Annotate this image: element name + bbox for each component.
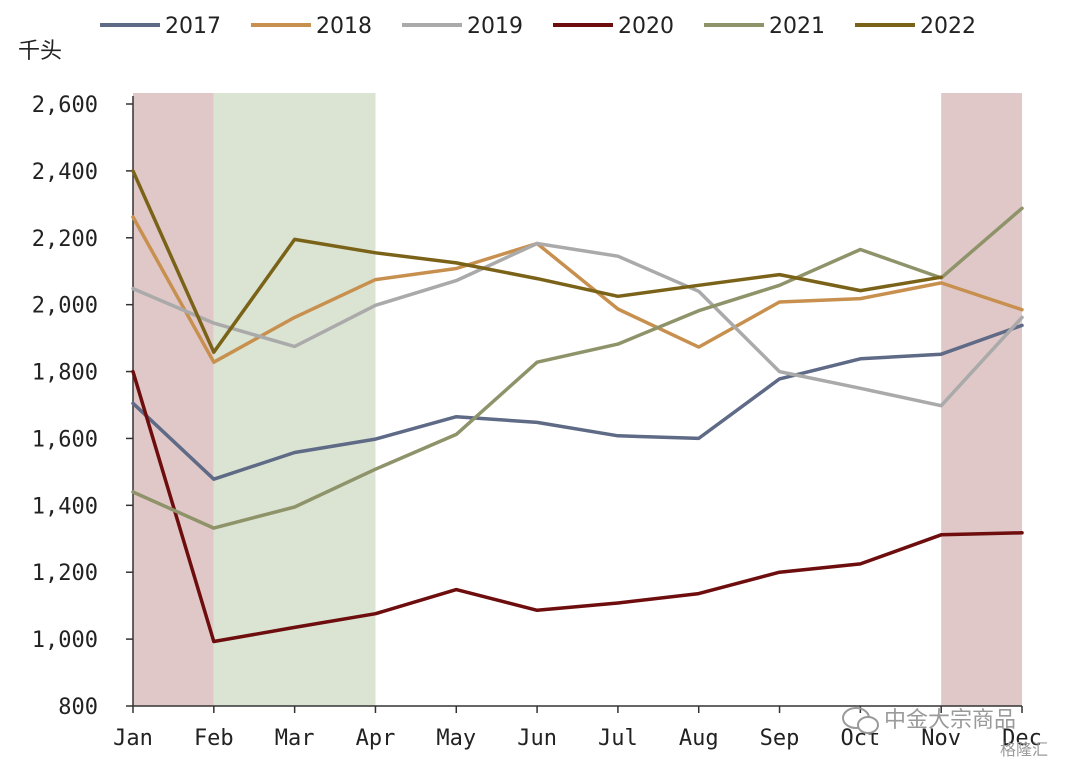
legend-label-2021: 2021 (769, 14, 825, 39)
x-tick-label: Aug (679, 726, 719, 751)
series-line-2019 (131, 241, 1024, 408)
y-tick-label: 1,800 (32, 361, 98, 386)
y-tick-label: 2,600 (32, 93, 98, 118)
x-tick-label: Apr (356, 726, 396, 751)
series-lines (131, 169, 1024, 644)
axes: 800 1,000 1,200 1,400 1,600 1,800 2,000 2,200 2,… (32, 93, 1042, 751)
x-tick-label: Dec (1002, 726, 1042, 751)
watermark: 中金大宗商品 格隆汇 (842, 707, 1048, 759)
watermark-subtext: 格隆汇 (1000, 740, 1048, 759)
legend-label-2022: 2022 (920, 14, 976, 39)
legend: 2017 2018 2019 2020 2021 2022 (100, 14, 976, 39)
x-tick-label: Nov (921, 726, 961, 751)
series-line-2021 (131, 206, 1024, 530)
y-tick-label: 2,200 (32, 227, 98, 252)
x-tick-label: May (436, 726, 476, 751)
series-line-2017 (131, 323, 1024, 481)
shaded-region-1 (133, 93, 214, 706)
y-tick-label: 2,000 (32, 294, 98, 319)
x-tick-label: Jul (598, 726, 638, 751)
legend-label-2018: 2018 (316, 14, 372, 39)
y-tick-label: 1,600 (32, 427, 98, 452)
y-tick-label: 1,000 (32, 628, 98, 653)
series-line-2022 (131, 169, 943, 354)
shaded-region-2 (213, 93, 376, 706)
x-tick-label: Feb (194, 726, 234, 751)
y-tick-label: 2,400 (32, 160, 98, 185)
legend-label-2019: 2019 (467, 14, 523, 39)
y-tick-label: 1,200 (32, 561, 98, 586)
series-line-2018 (131, 215, 1024, 364)
x-tick-label: Jan (113, 726, 153, 751)
shaded-regions (133, 93, 1022, 706)
series-line-2020 (131, 369, 1024, 644)
wechat-icon (842, 707, 879, 734)
x-tick-label: Mar (275, 726, 315, 751)
shaded-region-3 (941, 93, 1022, 706)
unit-label: 千头 (18, 39, 62, 64)
x-tick-label: Sep (760, 726, 800, 751)
y-tick-label: 800 (58, 695, 98, 720)
x-tick-label: Jun (517, 726, 557, 751)
legend-label-2020: 2020 (618, 14, 674, 39)
y-tick-label: 1,400 (32, 494, 98, 519)
legend-label-2017: 2017 (165, 14, 221, 39)
watermark-text: 中金大宗商品 (884, 708, 1016, 733)
